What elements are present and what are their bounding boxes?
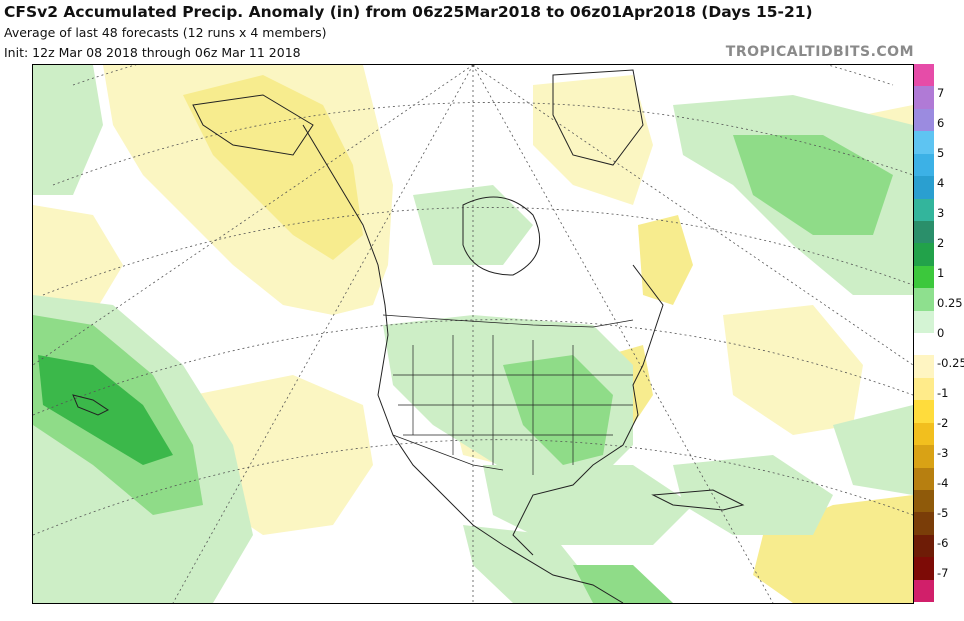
graticule (33, 65, 913, 603)
dry-area-baffin (533, 75, 653, 205)
colorbar-swatch (914, 131, 934, 155)
wet-area-central-america (573, 565, 673, 603)
colorbar-swatch (914, 557, 934, 581)
wet-area-tropical-atlantic (833, 405, 913, 495)
colorbar-swatch (914, 243, 934, 267)
colorbar-swatch (914, 288, 934, 312)
wet-area-gulf (483, 465, 693, 545)
alaska (192, 94, 314, 156)
political-borders (382, 314, 634, 475)
colorbar-swatch (914, 176, 934, 199)
us-state-lines (393, 335, 633, 475)
wet-anomaly-areas (33, 65, 913, 603)
colorbar-tick-label: 0.25 (937, 296, 963, 310)
colorbar-tick-label: -5 (937, 506, 949, 520)
wet-area-caribbean (673, 455, 833, 535)
colorbar-swatch (914, 220, 934, 244)
colorbar-tick-label: -1 (937, 386, 949, 400)
us-mexico-border (392, 434, 504, 471)
colorbar-tick-label: 4 (937, 176, 945, 190)
colorbar-swatch (914, 355, 934, 379)
wet-area-north-pacific (33, 65, 103, 195)
coastlines (72, 69, 745, 603)
colorbar-tick-label: 3 (937, 206, 945, 220)
init-time-label: Init: 12z Mar 08 2018 through 06z Mar 11… (4, 45, 301, 60)
colorbar-tick-label: -7 (937, 566, 949, 580)
colorbar-swatch (914, 467, 934, 491)
colorbar-tick-label: -4 (937, 476, 949, 490)
colorbar-tick-label: 7 (937, 86, 945, 100)
anomaly-map (32, 64, 914, 604)
dry-area-labrador (638, 215, 693, 305)
colorbar-swatch (914, 310, 934, 334)
dry-area-south-america (753, 495, 913, 603)
colorbar-swatch (914, 108, 934, 132)
colorbar-swatch (914, 445, 934, 468)
colorbar-swatch (914, 512, 934, 536)
colorbar-swatch (914, 198, 934, 222)
greenland (552, 69, 644, 166)
wet-area-north-atlantic-core (733, 135, 893, 235)
colorbar-swatch (914, 422, 934, 446)
colorbar-swatch (914, 64, 934, 87)
colorbar-tick-label: -2 (937, 416, 949, 430)
us-canada-border (382, 314, 634, 328)
colorbar-swatch (914, 86, 934, 110)
colorbar-tick-label: 0 (937, 326, 945, 340)
colorbar-swatch (914, 579, 934, 603)
source-watermark: TROPICALTIDBITS.COM (725, 44, 914, 60)
wet-area-mississippi (503, 355, 613, 465)
colorbar-tick-label: 2 (937, 236, 945, 250)
map-title: CFSv2 Accumulated Precip. Anomaly (in) f… (4, 3, 813, 21)
colorbar-swatch (914, 489, 934, 513)
north-america-west-coast (302, 124, 624, 603)
colorbar-swatch (914, 265, 934, 289)
wet-area-hawaii-core (38, 355, 173, 465)
colorbar-swatch (914, 153, 934, 177)
colorbar (914, 64, 934, 603)
colorbar-tick-label: -3 (937, 446, 949, 460)
colorbar-tick-label: -0.25 (937, 356, 964, 370)
map-subtitle: Average of last 48 forecasts (12 runs x … (4, 25, 327, 40)
colorbar-tick-label: 1 (937, 266, 945, 280)
colorbar-swatch (914, 377, 934, 401)
cuba (651, 489, 745, 511)
hudson-bay (462, 196, 541, 276)
hawaii (72, 394, 109, 416)
north-america-east-coast (512, 264, 664, 556)
dry-area-north-pacific-west (33, 205, 123, 325)
colorbar-swatch (914, 534, 934, 558)
colorbar-tick-label: 5 (937, 146, 945, 160)
dry-area-atlantic-central (723, 305, 863, 435)
dry-area-gulf-of-alaska (183, 75, 363, 260)
colorbar-tick-label: -6 (937, 536, 949, 550)
map-canvas (33, 65, 913, 603)
colorbar-swatch (914, 400, 934, 424)
colorbar-tick-label: 6 (937, 116, 945, 130)
colorbar-swatch (914, 333, 934, 356)
